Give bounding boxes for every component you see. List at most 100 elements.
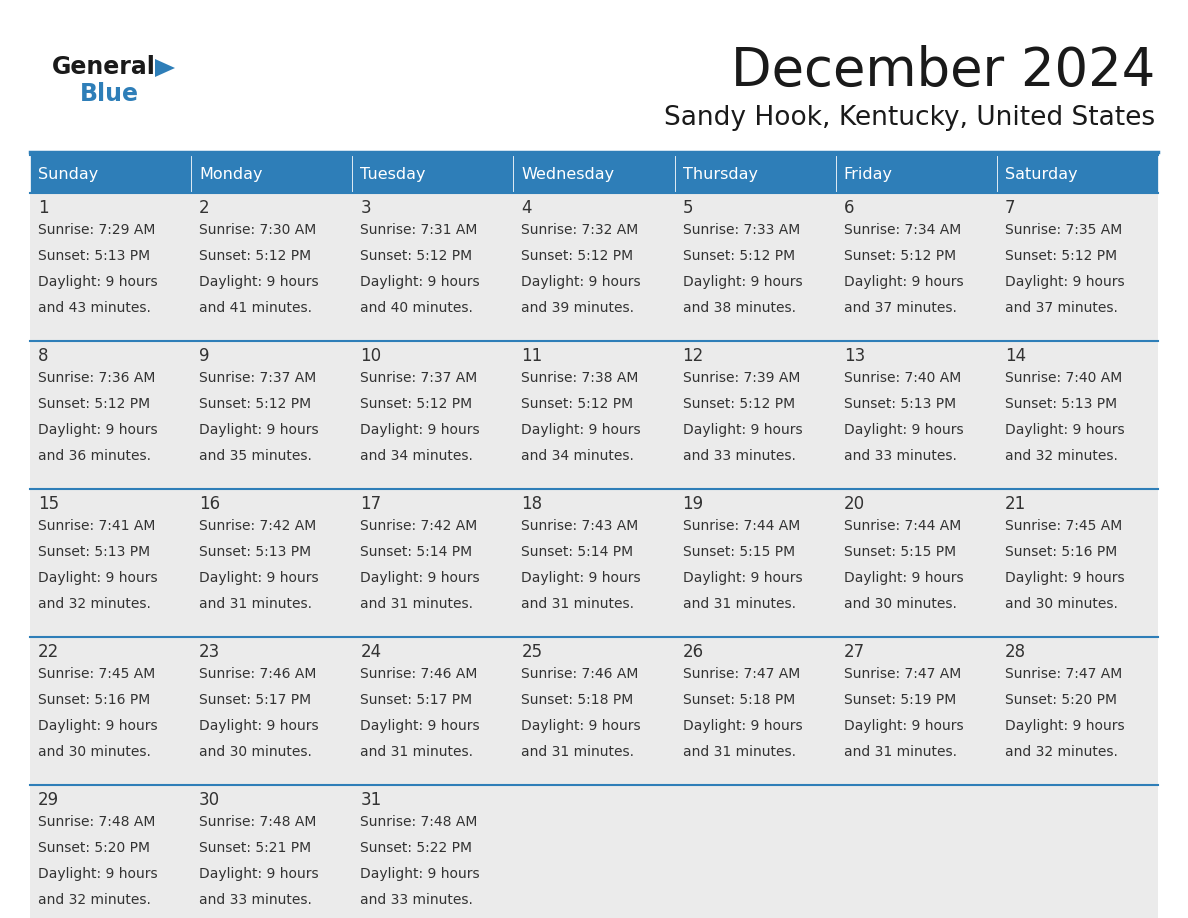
Text: Sunset: 5:17 PM: Sunset: 5:17 PM	[200, 693, 311, 707]
Text: Sunset: 5:12 PM: Sunset: 5:12 PM	[360, 397, 473, 411]
Bar	[835, 785, 997, 918]
Text: Daylight: 9 hours: Daylight: 9 hours	[38, 719, 158, 733]
Text: and 43 minutes.: and 43 minutes.	[38, 301, 151, 315]
Bar	[997, 193, 1158, 341]
Text: Sunrise: 7:43 AM: Sunrise: 7:43 AM	[522, 519, 639, 533]
Text: Daylight: 9 hours: Daylight: 9 hours	[683, 571, 802, 585]
Text: 6: 6	[843, 199, 854, 217]
Text: December 2024: December 2024	[731, 45, 1155, 97]
Text: Sunrise: 7:48 AM: Sunrise: 7:48 AM	[38, 815, 156, 829]
Bar	[997, 489, 1158, 637]
Bar	[30, 155, 191, 193]
Text: Daylight: 9 hours: Daylight: 9 hours	[360, 423, 480, 437]
Bar	[191, 341, 353, 489]
Text: and 41 minutes.: and 41 minutes.	[200, 301, 312, 315]
Text: and 31 minutes.: and 31 minutes.	[843, 745, 956, 759]
Text: Sunrise: 7:32 AM: Sunrise: 7:32 AM	[522, 223, 639, 237]
Bar	[997, 155, 1158, 193]
Text: and 30 minutes.: and 30 minutes.	[200, 745, 312, 759]
Text: Sunset: 5:22 PM: Sunset: 5:22 PM	[360, 841, 473, 855]
Text: and 32 minutes.: and 32 minutes.	[1005, 449, 1118, 463]
Bar	[513, 341, 675, 489]
Text: Sunrise: 7:37 AM: Sunrise: 7:37 AM	[200, 371, 316, 385]
Text: Sunrise: 7:48 AM: Sunrise: 7:48 AM	[200, 815, 316, 829]
Text: Daylight: 9 hours: Daylight: 9 hours	[843, 571, 963, 585]
Text: 1: 1	[38, 199, 49, 217]
Bar	[675, 155, 835, 193]
Text: Sunset: 5:18 PM: Sunset: 5:18 PM	[522, 693, 633, 707]
Text: and 33 minutes.: and 33 minutes.	[360, 893, 473, 907]
Text: Daylight: 9 hours: Daylight: 9 hours	[522, 571, 642, 585]
Text: Sunset: 5:12 PM: Sunset: 5:12 PM	[683, 397, 795, 411]
Text: and 31 minutes.: and 31 minutes.	[360, 745, 473, 759]
Text: Saturday: Saturday	[1005, 166, 1078, 182]
Text: Sunset: 5:13 PM: Sunset: 5:13 PM	[1005, 397, 1117, 411]
Text: 29: 29	[38, 791, 59, 809]
Text: Sunrise: 7:47 AM: Sunrise: 7:47 AM	[683, 667, 800, 681]
Text: Daylight: 9 hours: Daylight: 9 hours	[683, 423, 802, 437]
Text: 27: 27	[843, 643, 865, 661]
Text: 26: 26	[683, 643, 703, 661]
Text: and 31 minutes.: and 31 minutes.	[200, 597, 312, 611]
Text: Sunset: 5:15 PM: Sunset: 5:15 PM	[683, 545, 795, 559]
Text: Daylight: 9 hours: Daylight: 9 hours	[200, 867, 318, 881]
Text: 30: 30	[200, 791, 220, 809]
Text: 4: 4	[522, 199, 532, 217]
Text: Sunset: 5:12 PM: Sunset: 5:12 PM	[38, 397, 150, 411]
Text: Daylight: 9 hours: Daylight: 9 hours	[360, 571, 480, 585]
Text: Sunset: 5:18 PM: Sunset: 5:18 PM	[683, 693, 795, 707]
Text: 19: 19	[683, 495, 703, 513]
Text: and 37 minutes.: and 37 minutes.	[1005, 301, 1118, 315]
Text: Sunrise: 7:42 AM: Sunrise: 7:42 AM	[360, 519, 478, 533]
Text: Sunrise: 7:30 AM: Sunrise: 7:30 AM	[200, 223, 316, 237]
Bar	[30, 193, 191, 341]
Bar	[997, 785, 1158, 918]
Bar	[513, 785, 675, 918]
Text: Sunrise: 7:45 AM: Sunrise: 7:45 AM	[38, 667, 156, 681]
Text: and 34 minutes.: and 34 minutes.	[360, 449, 473, 463]
Text: and 30 minutes.: and 30 minutes.	[38, 745, 151, 759]
Text: Sunrise: 7:42 AM: Sunrise: 7:42 AM	[200, 519, 316, 533]
Bar	[353, 637, 513, 785]
Bar	[835, 489, 997, 637]
Text: Daylight: 9 hours: Daylight: 9 hours	[38, 423, 158, 437]
Text: Sunrise: 7:44 AM: Sunrise: 7:44 AM	[683, 519, 800, 533]
Text: Daylight: 9 hours: Daylight: 9 hours	[200, 571, 318, 585]
Bar	[675, 193, 835, 341]
Text: and 36 minutes.: and 36 minutes.	[38, 449, 151, 463]
Bar	[30, 489, 191, 637]
Bar	[835, 341, 997, 489]
Text: and 32 minutes.: and 32 minutes.	[38, 597, 151, 611]
Text: 3: 3	[360, 199, 371, 217]
Bar	[353, 155, 513, 193]
Text: and 32 minutes.: and 32 minutes.	[1005, 745, 1118, 759]
Text: Sunset: 5:19 PM: Sunset: 5:19 PM	[843, 693, 956, 707]
Text: Thursday: Thursday	[683, 166, 758, 182]
Text: Monday: Monday	[200, 166, 263, 182]
Bar	[191, 193, 353, 341]
Text: Daylight: 9 hours: Daylight: 9 hours	[843, 719, 963, 733]
Bar	[513, 637, 675, 785]
Bar	[191, 637, 353, 785]
Text: Daylight: 9 hours: Daylight: 9 hours	[683, 275, 802, 289]
Text: and 33 minutes.: and 33 minutes.	[200, 893, 312, 907]
Text: Daylight: 9 hours: Daylight: 9 hours	[360, 867, 480, 881]
Text: 20: 20	[843, 495, 865, 513]
Text: Sunset: 5:20 PM: Sunset: 5:20 PM	[1005, 693, 1117, 707]
Text: Sunset: 5:13 PM: Sunset: 5:13 PM	[38, 545, 150, 559]
Text: Sunset: 5:13 PM: Sunset: 5:13 PM	[200, 545, 311, 559]
Text: Daylight: 9 hours: Daylight: 9 hours	[1005, 571, 1125, 585]
Text: 5: 5	[683, 199, 693, 217]
Text: Sunrise: 7:41 AM: Sunrise: 7:41 AM	[38, 519, 156, 533]
Text: Sunrise: 7:44 AM: Sunrise: 7:44 AM	[843, 519, 961, 533]
Text: Sunrise: 7:29 AM: Sunrise: 7:29 AM	[38, 223, 156, 237]
Bar	[191, 489, 353, 637]
Text: Daylight: 9 hours: Daylight: 9 hours	[522, 719, 642, 733]
Text: Sunset: 5:14 PM: Sunset: 5:14 PM	[360, 545, 473, 559]
Bar	[513, 155, 675, 193]
Text: Daylight: 9 hours: Daylight: 9 hours	[522, 275, 642, 289]
Text: Sunset: 5:12 PM: Sunset: 5:12 PM	[522, 249, 633, 263]
Text: Sunset: 5:12 PM: Sunset: 5:12 PM	[200, 397, 311, 411]
Text: Daylight: 9 hours: Daylight: 9 hours	[200, 275, 318, 289]
Text: 12: 12	[683, 347, 703, 365]
